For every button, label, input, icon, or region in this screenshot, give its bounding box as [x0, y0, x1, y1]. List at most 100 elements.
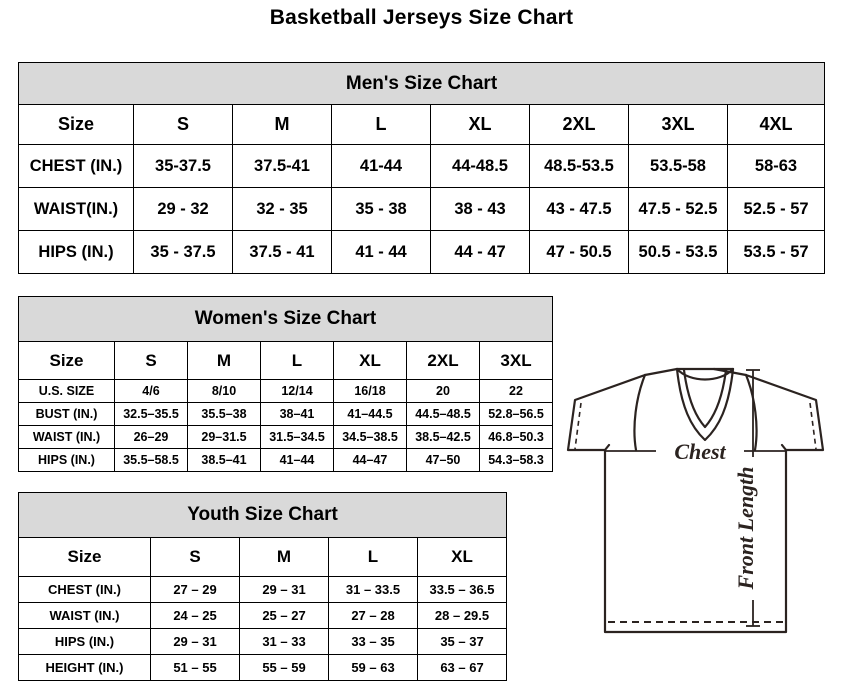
mens-waist-4xl: 52.5 - 57: [726, 187, 826, 231]
womens-col-s: S: [114, 341, 188, 380]
table-row: WAIST (IN.) 24 – 25 25 – 27 27 – 28 28 –…: [18, 602, 508, 629]
jersey-vneck-outer: [675, 367, 735, 442]
jersey-measurement-diagram: Chest Front Length: [548, 345, 843, 665]
jersey-body-outline: [603, 448, 788, 634]
table-row: BUST (IN.) 32.5–35.5 35.5–38 38–41 41–44…: [18, 402, 553, 426]
womens-ussize-2xl: 20: [406, 379, 480, 403]
jersey-vneck-inner-band: [682, 368, 728, 429]
mens-hips-s: 35 - 37.5: [133, 230, 233, 274]
womens-size-chart: Women's Size Chart Size S M L XL 2XL 3XL…: [18, 296, 553, 472]
youth-row-label-chest: CHEST (IN.): [18, 576, 151, 603]
womens-col-m: M: [187, 341, 261, 380]
youth-height-m: 55 – 59: [239, 654, 329, 681]
youth-waist-l: 27 – 28: [328, 602, 418, 629]
youth-row-label-waist: WAIST (IN.): [18, 602, 151, 629]
womens-row-label-waist: WAIST (IN.): [18, 425, 115, 449]
womens-row-label-hips: HIPS (IN.): [18, 448, 115, 472]
youth-header-row: Size S M L XL: [18, 537, 508, 577]
front-length-label: Front Length: [733, 467, 758, 591]
womens-ussize-m: 8/10: [187, 379, 261, 403]
youth-waist-s: 24 – 25: [150, 602, 240, 629]
womens-ussize-3xl: 22: [479, 379, 553, 403]
mens-col-2xl: 2XL: [529, 104, 629, 145]
womens-waist-xl: 34.5–38.5: [333, 425, 407, 449]
youth-waist-m: 25 – 27: [239, 602, 329, 629]
mens-size-label: Size: [18, 104, 134, 145]
youth-waist-xl: 28 – 29.5: [416, 602, 508, 629]
mens-col-4xl: 4XL: [726, 104, 826, 145]
mens-hips-l: 41 - 44: [331, 230, 431, 274]
mens-chest-2xl: 48.5-53.5: [529, 144, 629, 188]
youth-hips-m: 31 – 33: [239, 628, 329, 655]
jersey-left-armhole: [633, 373, 647, 452]
mens-chest-xl: 44-48.5: [430, 144, 530, 188]
youth-col-m: M: [239, 537, 329, 577]
youth-row-label-hips: HIPS (IN.): [18, 628, 151, 655]
womens-ussize-xl: 16/18: [333, 379, 407, 403]
womens-hips-xl: 44–47: [333, 448, 407, 472]
mens-col-l: L: [331, 104, 431, 145]
youth-row-label-height: HEIGHT (IN.): [18, 654, 151, 681]
womens-ussize-l: 12/14: [260, 379, 334, 403]
youth-height-s: 51 – 55: [150, 654, 240, 681]
table-row: WAIST (IN.) 26–29 29–31.5 31.5–34.5 34.5…: [18, 425, 553, 449]
jersey-right-armhole: [744, 373, 758, 452]
mens-caption-row: Men's Size Chart: [17, 62, 826, 105]
womens-ussize-s: 4/6: [114, 379, 188, 403]
womens-hips-3xl: 54.3–58.3: [479, 448, 553, 472]
mens-header-row: Size S M L XL 2XL 3XL 4XL: [18, 104, 826, 145]
mens-col-m: M: [232, 104, 332, 145]
mens-col-xl: XL: [430, 104, 530, 145]
youth-col-xl: XL: [416, 537, 508, 577]
jersey-left-sleeve-outline: [566, 373, 647, 452]
womens-bust-3xl: 52.8–56.5: [479, 402, 553, 426]
youth-height-xl: 63 – 67: [416, 654, 508, 681]
youth-size-chart: Youth Size Chart Size S M L XL CHEST (IN…: [17, 492, 508, 681]
mens-hips-3xl: 50.5 - 53.5: [628, 230, 728, 274]
womens-caption-row: Women's Size Chart: [18, 296, 553, 342]
mens-chest-l: 41-44: [331, 144, 431, 188]
youth-size-label: Size: [18, 537, 151, 577]
womens-hips-m: 38.5–41: [187, 448, 261, 472]
jersey-left-shoulder: [643, 367, 679, 377]
table-row: WAIST(IN.) 29 - 32 32 - 35 35 - 38 38 - …: [18, 187, 826, 231]
mens-waist-3xl: 47.5 - 52.5: [628, 187, 728, 231]
mens-caption: Men's Size Chart: [17, 62, 826, 105]
womens-hips-l: 41–44: [260, 448, 334, 472]
table-row: CHEST (IN.) 27 – 29 29 – 31 31 – 33.5 33…: [18, 576, 508, 603]
mens-chest-3xl: 53.5-58: [628, 144, 728, 188]
mens-chest-s: 35-37.5: [133, 144, 233, 188]
womens-bust-m: 35.5–38: [187, 402, 261, 426]
youth-chest-l: 31 – 33.5: [328, 576, 418, 603]
womens-header-row: Size S M L XL 2XL 3XL: [18, 341, 553, 380]
mens-waist-l: 35 - 38: [331, 187, 431, 231]
mens-chest-4xl: 58-63: [726, 144, 826, 188]
womens-size-label: Size: [18, 341, 115, 380]
youth-caption: Youth Size Chart: [17, 492, 508, 538]
table-row: HIPS (IN.) 35.5–58.5 38.5–41 41–44 44–47…: [18, 448, 553, 472]
womens-waist-3xl: 46.8–50.3: [479, 425, 553, 449]
page-title: Basketball Jerseys Size Chart: [269, 6, 574, 29]
mens-hips-xl: 44 - 47: [430, 230, 530, 274]
womens-waist-s: 26–29: [114, 425, 188, 449]
womens-waist-l: 31.5–34.5: [260, 425, 334, 449]
mens-waist-m: 32 - 35: [232, 187, 332, 231]
table-row: HIPS (IN.) 29 – 31 31 – 33 33 – 35 35 – …: [18, 628, 508, 655]
jersey-right-cuff-dash: [809, 402, 817, 450]
youth-height-l: 59 – 63: [328, 654, 418, 681]
womens-waist-2xl: 38.5–42.5: [406, 425, 480, 449]
womens-col-3xl: 3XL: [479, 341, 553, 380]
youth-hips-s: 29 – 31: [150, 628, 240, 655]
youth-chest-xl: 33.5 – 36.5: [416, 576, 508, 603]
womens-hips-s: 35.5–58.5: [114, 448, 188, 472]
womens-hips-2xl: 47–50: [406, 448, 480, 472]
youth-chest-m: 29 – 31: [239, 576, 329, 603]
womens-bust-2xl: 44.5–48.5: [406, 402, 480, 426]
mens-hips-2xl: 47 - 50.5: [529, 230, 629, 274]
mens-hips-m: 37.5 - 41: [232, 230, 332, 274]
youth-chest-s: 27 – 29: [150, 576, 240, 603]
womens-waist-m: 29–31.5: [187, 425, 261, 449]
womens-col-xl: XL: [333, 341, 407, 380]
youth-col-l: L: [328, 537, 418, 577]
youth-col-s: S: [150, 537, 240, 577]
